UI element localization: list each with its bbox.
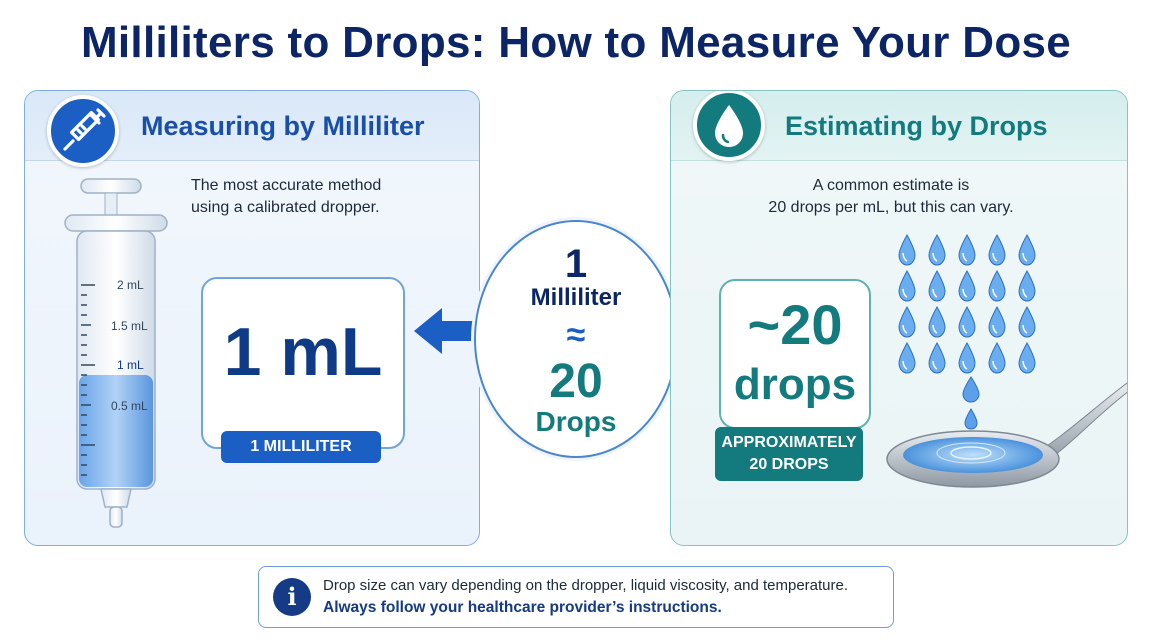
water-drop-highlight-11 [902, 324, 908, 334]
water-drop-highlight-10 [1022, 288, 1028, 298]
water-drop-highlight-19 [992, 360, 998, 370]
drops-value-unit: drops [733, 360, 857, 409]
milliliter-description: The most accurate method using a calibra… [191, 175, 381, 219]
drops-description-line2: 20 drops per mL, but this can vary. [768, 199, 1014, 216]
milliliter-value: 1 mL [223, 314, 383, 390]
drops-value-number: ~20 [747, 293, 843, 356]
water-drop-highlight-8 [962, 288, 968, 298]
water-drop-icon [693, 91, 765, 161]
milliliter-panel: Measuring by Milliliter The most accurat… [24, 90, 480, 546]
water-drop-highlight-12 [932, 324, 938, 334]
water-drop-highlight-17 [932, 360, 938, 370]
milliliter-value-box: 1 mL [201, 277, 405, 449]
drops-description: A common estimate is 20 drops per mL, bu… [711, 175, 1071, 219]
disclaimer-text: Drop size can vary depending on the drop… [323, 577, 849, 594]
syringe-mark-0-5ml: 0.5 mL [111, 399, 148, 413]
milliliter-label-pill: 1 MILLILITER [221, 431, 381, 463]
drops-grid [898, 233, 1036, 374]
conversion-ml-number: 1 [564, 242, 588, 286]
approx-symbol: ≈ [566, 316, 586, 354]
disclaimer-box: i Drop size can vary depending on the dr… [258, 566, 894, 628]
syringe-mark-1-5ml: 1.5 mL [111, 319, 148, 333]
disclaimer-instruction: Always follow your healthcare provider’s… [323, 599, 722, 616]
milliliter-description-line1: The most accurate method [191, 177, 382, 194]
info-icon: i [273, 578, 311, 616]
conversion-circle: 1 Milliliter ≈ 20 Drops [474, 220, 678, 458]
drops-pill-line1: APPROXIMATELY [721, 434, 857, 451]
drops-value-box: ~20 drops [719, 279, 871, 429]
water-drop-highlight-7 [932, 288, 938, 298]
water-drop-highlight-20 [1022, 360, 1028, 370]
drops-panel: Estimating by Drops A common estimate is… [670, 90, 1128, 546]
spoon-illustration [886, 376, 1127, 488]
syringe-illustration: 2 mL 1.5 mL 1 mL 0.5 mL [64, 178, 168, 528]
milliliter-heading: Measuring by Milliliter [141, 111, 425, 141]
water-drop-highlight-14 [992, 324, 998, 334]
drops-description-line1: A common estimate is [812, 177, 970, 194]
conversion-drops-unit: Drops [535, 406, 617, 437]
water-drop-highlight-4 [992, 252, 998, 262]
syringe-icon [47, 95, 119, 167]
page-title: Milliliters to Drops: How to Measure You… [80, 18, 1072, 67]
water-drop-highlight-3 [962, 252, 968, 262]
arrow-left-icon [414, 308, 480, 354]
water-drop-highlight-1 [902, 252, 908, 262]
water-drop-highlight-9 [992, 288, 998, 298]
drops-value: ~20 drops [721, 295, 869, 415]
drops-pill-line2: 20 DROPS [749, 456, 829, 473]
water-drop-highlight-18 [962, 360, 968, 370]
water-drop-highlight-13 [962, 324, 968, 334]
syringe-mark-1ml: 1 mL [117, 358, 144, 372]
drops-heading: Estimating by Drops [785, 111, 1048, 141]
water-drop-highlight-6 [902, 288, 908, 298]
drops-label-pill: APPROXIMATELY 20 DROPS [715, 427, 863, 481]
conversion-ml-unit: Milliliter [530, 284, 622, 311]
water-drop-highlight-5 [1022, 252, 1028, 262]
water-drop-highlight-2 [932, 252, 938, 262]
syringe-mark-2ml: 2 mL [117, 278, 144, 292]
water-drop-highlight-15 [1022, 324, 1028, 334]
water-drop-highlight-16 [902, 360, 908, 370]
milliliter-description-line2: using a calibrated dropper. [191, 199, 380, 216]
conversion-drops-number: 20 [549, 355, 603, 408]
